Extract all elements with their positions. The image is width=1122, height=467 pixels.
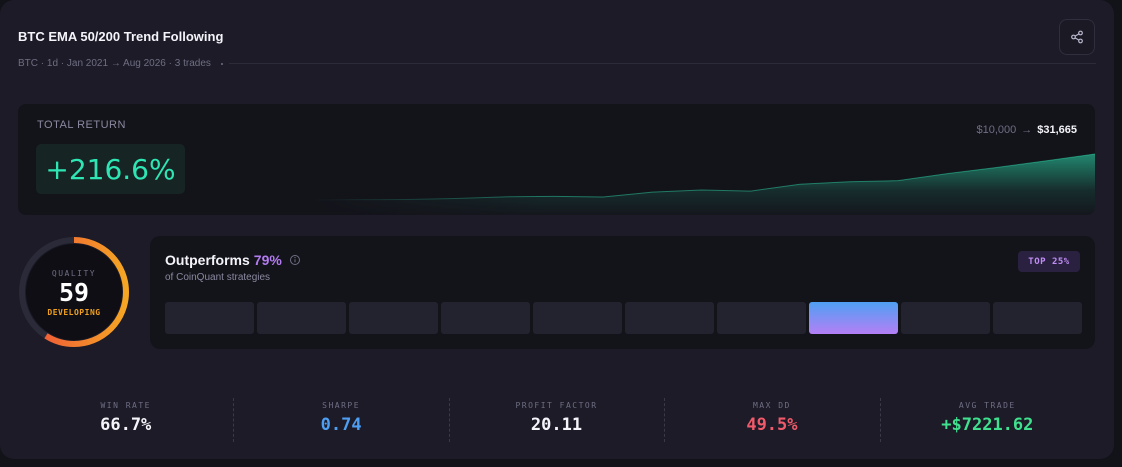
subtitle-divider (228, 63, 1096, 64)
percentile-bin (717, 302, 806, 334)
info-icon[interactable] (289, 254, 301, 266)
stat-sharpe: SHARPE 0.74 (233, 398, 448, 442)
equity-curve-chart (307, 104, 1095, 215)
start-equity: $10,000 (976, 124, 1017, 136)
quality-gauge-center: QUALITY 59 DEVELOPING (26, 244, 122, 340)
stat-value: 20.11 (530, 415, 583, 435)
percentile-bin (901, 302, 990, 334)
stat-avg-trade: AVG TRADE +$7221.62 (879, 398, 1095, 442)
rank-badge: TOP 25% (1018, 251, 1080, 272)
quality-progress-arc (19, 237, 129, 347)
share-button[interactable] (1059, 19, 1095, 55)
quality-label: QUALITY (51, 269, 97, 278)
stats-row: WIN RATE 66.7% SHARPE 0.74 PROFIT FACTOR… (18, 398, 1095, 442)
total-return-value: +216.6% (45, 152, 176, 186)
end-equity: $31,665 (1037, 124, 1077, 136)
outperforms-panel: Outperforms 79% of CoinQuant strategies … (150, 236, 1095, 349)
stat-value: 0.74 (320, 415, 362, 435)
subtitle-row: BTC · 1d · Jan 2021 → Aug 2026 · 3 trade… (18, 58, 1096, 69)
total-return-label: TOTAL RETURN (37, 119, 126, 131)
percentile-bins (165, 302, 1082, 334)
quality-score: 59 (58, 278, 90, 307)
quality-gauge: QUALITY 59 DEVELOPING (17, 235, 131, 349)
equity-fade-overlay (308, 104, 1095, 215)
strategy-subtitle: BTC · 1d · Jan 2021 → Aug 2026 · 3 trade… (18, 58, 211, 69)
stat-label: WIN RATE (100, 401, 151, 410)
outperforms-percent: 79% (253, 252, 282, 268)
stat-label: AVG TRADE (958, 401, 1016, 410)
outperforms-subtitle: of CoinQuant strategies (165, 272, 271, 283)
outperforms-heading: Outperforms 79% (165, 252, 301, 268)
percentile-bin (349, 302, 438, 334)
arrow-icon: → (1021, 124, 1033, 136)
stat-win-rate: WIN RATE 66.7% (18, 398, 233, 442)
stat-value: 66.7% (100, 415, 152, 435)
stat-label: MAX DD (752, 401, 791, 410)
stat-label: PROFIT FACTOR (515, 401, 598, 410)
quality-status: DEVELOPING (47, 308, 101, 317)
equity-summary: $10,000 → $31,665 (976, 124, 1077, 136)
percentile-bin (625, 302, 714, 334)
strategy-title: BTC EMA 50/200 Trend Following (18, 29, 224, 44)
total-return-panel: TOTAL RETURN +216.6% $10,000 → $31,665 (18, 104, 1095, 215)
percentile-bin-active (809, 302, 898, 334)
subtitle-dot (220, 62, 223, 65)
total-return-box: +216.6% (36, 144, 185, 194)
outperforms-title: Outperforms (165, 252, 250, 268)
stat-max-dd: MAX DD 49.5% (664, 398, 879, 442)
percentile-bin (533, 302, 622, 334)
quality-ring (19, 237, 129, 347)
share-icon (1071, 30, 1083, 44)
stat-profit-factor: PROFIT FACTOR 20.11 (448, 398, 664, 442)
percentile-bin (993, 302, 1082, 334)
stat-value: 49.5% (746, 415, 798, 435)
percentile-bin (441, 302, 530, 334)
percentile-bin (257, 302, 346, 334)
strategy-card: BTC EMA 50/200 Trend Following BTC · 1d … (0, 0, 1114, 459)
stat-value: +$7221.62 (941, 415, 1034, 435)
stat-label: SHARPE (322, 401, 361, 410)
percentile-bin (165, 302, 254, 334)
